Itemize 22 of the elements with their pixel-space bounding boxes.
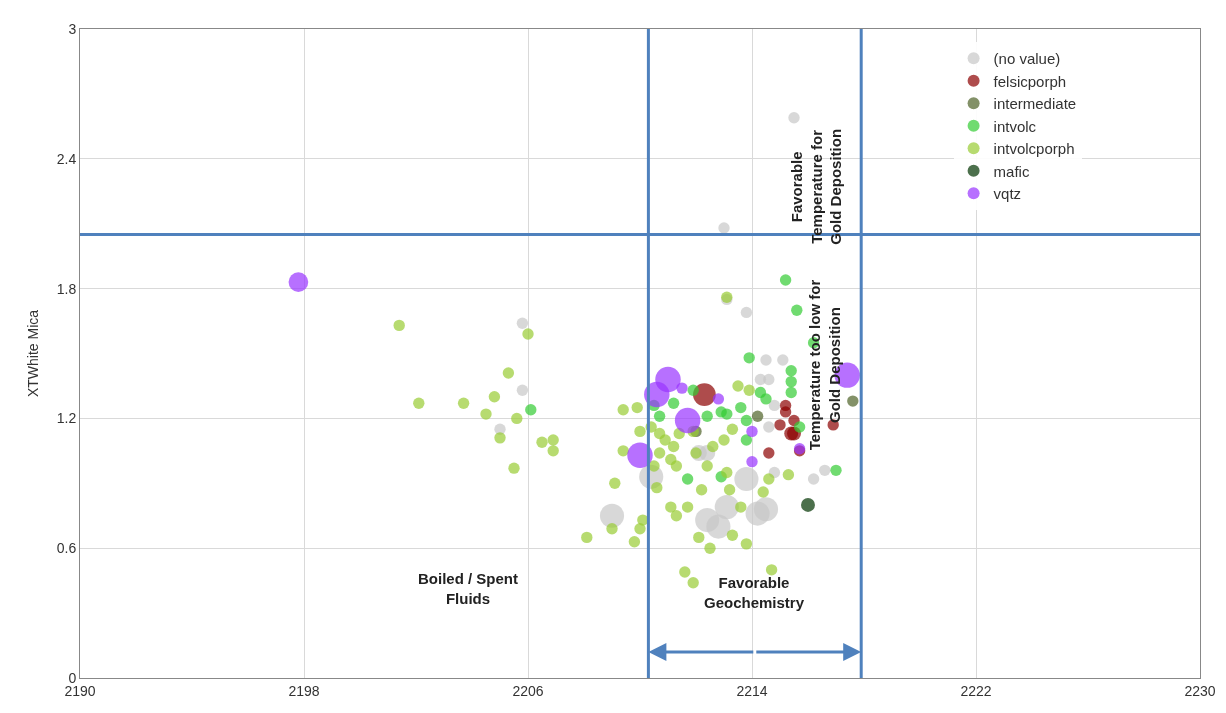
legend-label: (no value) [993, 50, 1061, 68]
legend-label: felsicporph [993, 72, 1067, 90]
legend-label: intermediate [993, 95, 1077, 113]
y-tick-label: 3 [68, 20, 77, 37]
y-tick-label: 2.4 [56, 150, 77, 167]
y-tick-label: 0.6 [56, 540, 77, 557]
y-tick-label: 1.8 [56, 280, 77, 297]
y-tick-label: 1.2 [56, 410, 77, 427]
x-tick-label: 2198 [288, 682, 320, 699]
annotation: Temperature too low for Gold Deposition [806, 279, 843, 451]
legend-label: intvolcporph [993, 140, 1075, 158]
x-tick-label: 2230 [1184, 682, 1216, 699]
x-tick-label: 2214 [736, 682, 768, 699]
annotation: Favorable Geochemistry [704, 574, 805, 611]
x-tick-label: 2222 [960, 682, 992, 699]
x-tick-label: 2206 [512, 682, 544, 699]
annotation: Boiled / Spent Fluids [418, 570, 519, 607]
y-axis-title: XTWhite Mica [25, 309, 42, 398]
legend-label: intvolc [993, 117, 1037, 135]
annotation: Favorable Temperature for Gold Deposition [788, 128, 845, 245]
legend-label: vqtz [993, 185, 1022, 203]
legend-label: mafic [993, 162, 1030, 180]
